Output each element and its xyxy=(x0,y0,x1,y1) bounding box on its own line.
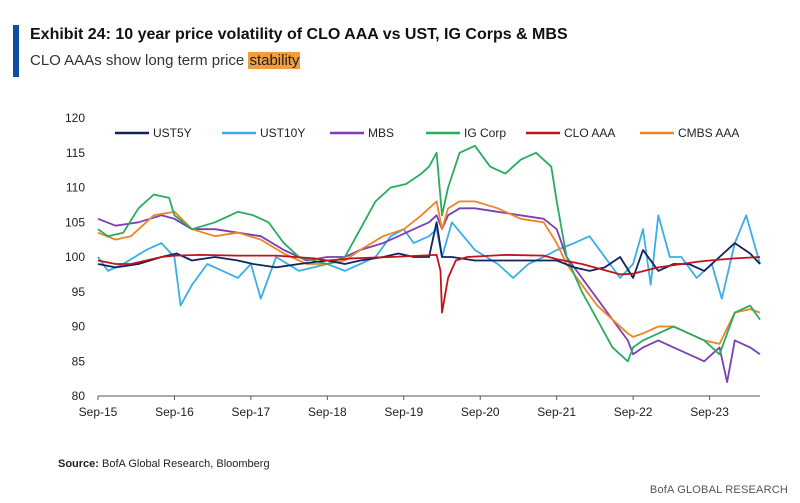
y-tick-label: 115 xyxy=(66,146,85,160)
y-tick-label: 120 xyxy=(65,111,85,125)
y-tick-label: 90 xyxy=(72,320,86,334)
brand-footer: BofA GLOBAL RESEARCH xyxy=(649,484,788,496)
subtitle-text: CLO AAAs show long term price xyxy=(30,52,249,69)
chart-axes: 80 85 90 95 100 105 110 115 120 Sep-15 Sep-16 Sep-1… xyxy=(65,111,760,419)
y-tick-label: 100 xyxy=(65,250,85,264)
y-tick-label: 85 xyxy=(72,354,86,368)
y-tick-label: 80 xyxy=(72,389,86,403)
source-label: Source: xyxy=(58,458,99,470)
source-text: BofA Global Research, Bloomberg xyxy=(98,458,270,470)
series-line-mbs xyxy=(97,207,761,383)
legend-label: IG Corp xyxy=(464,126,506,140)
x-tick-label: Sep-21 xyxy=(537,405,576,419)
x-tick-label: Sep-22 xyxy=(614,405,653,419)
chart-title: Exhibit 24: 10 year price volatility of … xyxy=(30,26,568,43)
x-tick-label: Sep-15 xyxy=(79,405,118,419)
series-layer xyxy=(97,144,761,383)
legend-label: CMBS AAA xyxy=(678,126,739,140)
legend-label: UST10Y xyxy=(260,126,305,140)
y-tick-label: 110 xyxy=(66,181,85,195)
legend-label: UST5Y xyxy=(153,126,192,140)
x-tick-label: Sep-20 xyxy=(461,405,500,419)
subtitle-highlight: stability xyxy=(248,52,301,69)
chart-legend: UST5Y UST10Y MBS IG Corp CLO AAA CMBS AAA xyxy=(115,126,739,140)
x-tick-label: Sep-19 xyxy=(384,405,423,419)
series-line-clo-aaa xyxy=(97,254,761,314)
title-accent-bar xyxy=(13,25,19,77)
legend-label: MBS xyxy=(368,126,394,140)
y-tick-label: 95 xyxy=(72,285,86,299)
series-line-cmbs-aaa xyxy=(97,200,761,345)
x-tick-label: Sep-16 xyxy=(155,405,194,419)
series-line-ig-corp xyxy=(97,144,761,363)
y-tick-label: 105 xyxy=(65,215,85,229)
x-tick-label: Sep-17 xyxy=(232,405,271,419)
series-line-ust5y xyxy=(97,221,761,279)
chart-subtitle: CLO AAAs show long term price stability xyxy=(30,52,301,69)
x-tick-label: Sep-23 xyxy=(690,405,729,419)
legend-label: CLO AAA xyxy=(564,126,615,140)
source-note: Source: BofA Global Research, Bloomberg xyxy=(58,458,270,470)
x-tick-label: Sep-18 xyxy=(308,405,347,419)
